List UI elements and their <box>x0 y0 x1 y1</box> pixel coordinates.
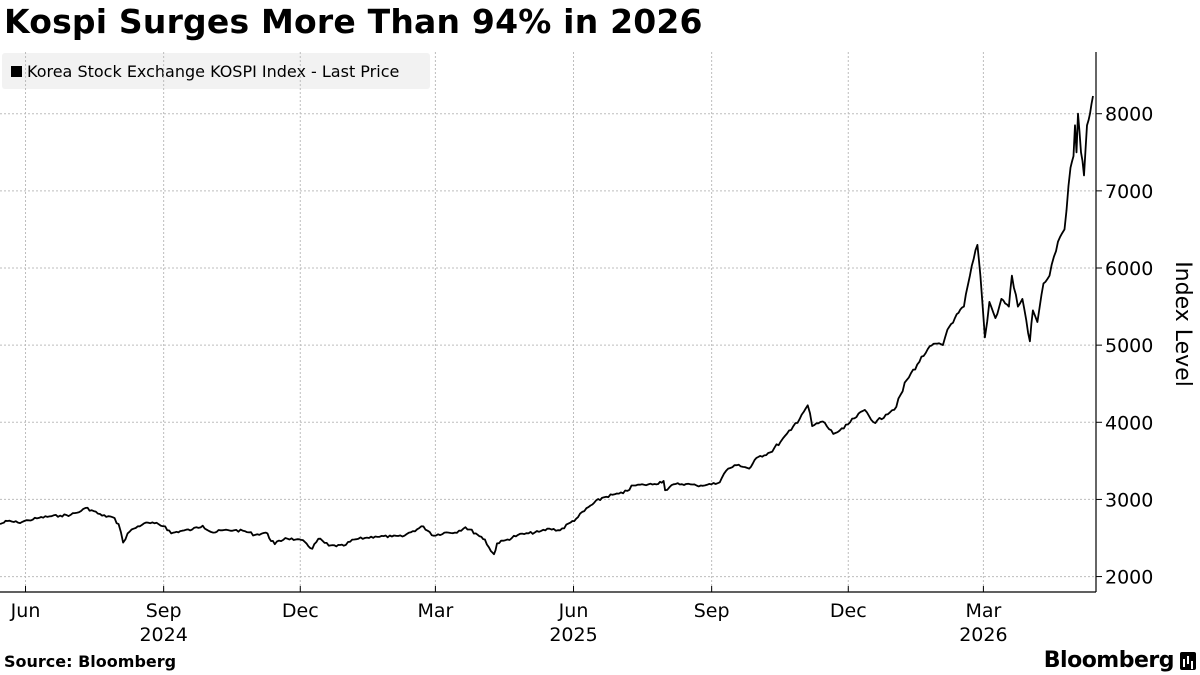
y-tick-label: 7000 <box>1105 181 1153 203</box>
x-tick-label: Mar <box>965 600 1001 622</box>
y-tick-label: 4000 <box>1105 412 1153 434</box>
y-tick-label: 6000 <box>1105 258 1153 280</box>
y-tick-label: 2000 <box>1105 567 1153 589</box>
x-tick-label: Mar <box>417 600 453 622</box>
x-tick-label: Jun <box>558 600 589 622</box>
x-tick-label: Jun <box>10 600 41 622</box>
brand-name: Bloomberg <box>1043 648 1175 673</box>
series-line <box>0 95 1094 556</box>
source-note: Source: Bloomberg <box>4 652 177 671</box>
x-year-label: 2026 <box>959 624 1007 646</box>
y-axis-label: Index Level <box>1170 261 1195 387</box>
x-tick-label: Dec <box>830 600 867 622</box>
x-tick-label: Sep <box>694 600 730 622</box>
x-year-label: 2024 <box>139 624 187 646</box>
legend-label: Korea Stock Exchange KOSPI Index - Last … <box>27 61 400 81</box>
bloomberg-chart-icon <box>1180 651 1196 670</box>
x-tick-label: Sep <box>146 600 182 622</box>
legend-swatch <box>11 65 22 77</box>
axes <box>0 52 1102 593</box>
series-layer <box>0 95 1094 556</box>
y-tick-label: 5000 <box>1105 335 1153 357</box>
y-tick-label: 8000 <box>1105 104 1153 126</box>
legend: Korea Stock Exchange KOSPI Index - Last … <box>2 53 430 89</box>
chart-title: Kospi Surges More Than 94% in 2026 <box>4 2 703 41</box>
y-tick-label: 3000 <box>1105 489 1153 511</box>
x-tick-label: Dec <box>282 600 319 622</box>
x-year-label: 2025 <box>549 624 597 646</box>
brand-logo: Bloomberg <box>1044 648 1196 673</box>
gridlines <box>0 52 1096 592</box>
